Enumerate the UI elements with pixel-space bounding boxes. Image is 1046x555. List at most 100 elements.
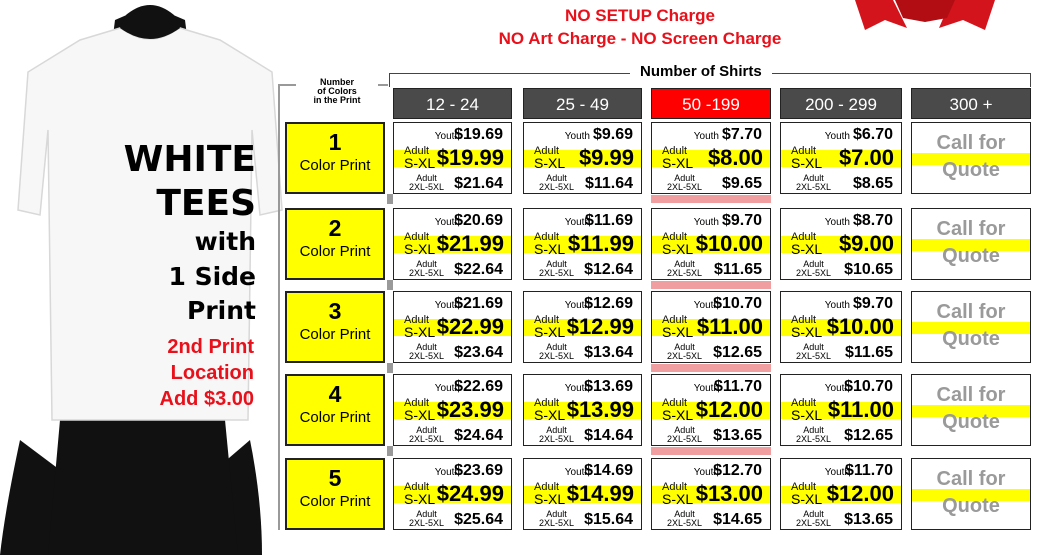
plus-size-range-label: 2XL-5XL (667, 268, 703, 278)
plus-size-range-label: 2XL-5XL (539, 268, 575, 278)
plus-size-price-row: Adult 2XL-5XL $11.65 (781, 342, 901, 362)
plus-size-range-label: 2XL-5XL (409, 351, 445, 361)
quote-text: Quote (942, 245, 1000, 267)
plus-size-range-label: 2XL-5XL (796, 268, 832, 278)
plus-size-label: Adult 2XL-5XL (667, 426, 702, 444)
plus-size-price-row: Adult 2XL-5XL $12.65 (781, 425, 901, 445)
youth-label: Youth (824, 383, 850, 394)
plus-size-range-label: 2XL-5XL (539, 182, 575, 192)
adult-sxl-price: $13.99 (566, 397, 634, 422)
plus-size-label: Adult 2XL-5XL (796, 260, 831, 278)
adult-2xl-5xl-price: $8.65 (852, 175, 893, 192)
sxl-label: S-XL (534, 241, 566, 257)
youth-price-row: Youth $9.70 (652, 212, 770, 229)
corner-label-line1: Number (319, 77, 354, 87)
adult-highlight-bar (524, 402, 641, 419)
plus-size-range-label: 2XL-5XL (409, 182, 445, 192)
number-of-shirts-title: Number of Shirts (630, 63, 772, 80)
sxl-label: S-XL (534, 407, 566, 423)
adult-highlight-bar (524, 150, 641, 167)
youth-price-row: Youth $10.70 (652, 295, 770, 312)
youth-price-row: Youth $6.70 (781, 126, 901, 143)
price-cell: Youth $9.70 Adult S-XL $10.00 Adult 2XL-5XL $11… (780, 291, 902, 363)
youth-price: $14.69 (584, 462, 633, 479)
adult-price-row: Adult S-XL $23.99 (394, 395, 511, 425)
sxl-label: S-XL (404, 324, 436, 340)
color-print-label: Color Print (299, 409, 371, 426)
plus-size-price-row: Adult 2XL-5XL $14.65 (652, 509, 770, 529)
youth-price: $7.70 (721, 126, 762, 143)
quote-highlight-bar (912, 153, 1030, 165)
adult-sxl-price: $23.99 (436, 397, 504, 422)
plus-size-adult-label: Adult (546, 509, 567, 519)
color-count-label: 2 Color Print (285, 208, 385, 280)
row-divider (387, 194, 393, 204)
call-for-quote-cell: Call for Quote (911, 374, 1031, 446)
color-print-label: Color Print (299, 493, 371, 510)
plus-size-price-row: Adult 2XL-5XL $13.65 (781, 509, 901, 529)
plus-size-price-row: Adult 2XL-5XL $24.64 (394, 425, 511, 445)
adult-highlight-bar (781, 402, 901, 419)
price-cell: Youth $9.70 Adult S-XL $10.00 Adult 2XL-5XL $11… (651, 208, 771, 280)
plus-size-adult-label: Adult (416, 425, 437, 435)
youth-price: $11.69 (584, 212, 633, 229)
plus-size-price-row: Adult 2XL-5XL $9.65 (652, 173, 770, 193)
adult-price-row: Adult S-XL $21.99 (394, 229, 511, 259)
shirt-title-print: Print (187, 296, 256, 325)
adult-sxl-price: $21.99 (436, 231, 504, 256)
plus-size-adult-label: Adult (674, 425, 695, 435)
price-cell: Youth $10.70 Adult S-XL $11.00 Adult 2XL-5XL $1… (780, 374, 902, 446)
adult-price-row: Adult S-XL $7.00 (781, 143, 901, 173)
adult-sxl-price: $10.00 (826, 314, 894, 339)
plus-size-label: Adult 2XL-5XL (796, 343, 831, 361)
youth-label: Youth (693, 383, 719, 394)
adult-price-row: Adult S-XL $13.99 (524, 395, 641, 425)
adult-price-row: Adult S-XL $12.99 (524, 312, 641, 342)
plus-size-price-row: Adult 2XL-5XL $21.64 (394, 173, 511, 193)
plus-size-price-row: Adult 2XL-5XL $12.65 (652, 342, 770, 362)
plus-size-label: Adult 2XL-5XL (796, 510, 831, 528)
youth-label: Youth (824, 300, 850, 311)
price-cell: Youth $12.69 Adult S-XL $12.99 Adult 2XL-5XL $1… (523, 291, 642, 363)
call-for-text: Call for (936, 301, 1006, 323)
youth-label: Youth (434, 217, 460, 228)
adult-2xl-5xl-price: $14.64 (584, 427, 633, 444)
youth-price: $20.69 (454, 212, 503, 229)
youth-price-row: Youth $12.70 (652, 462, 770, 479)
youth-price: $12.70 (713, 462, 762, 479)
youth-price-row: Youth $9.69 (524, 126, 641, 143)
youth-price-row: Youth $11.70 (652, 378, 770, 395)
adult-label: Adult (404, 397, 430, 409)
adult-highlight-bar (524, 319, 641, 336)
adult-sxl-price: $19.99 (436, 145, 504, 170)
quote-text: Quote (942, 328, 1000, 350)
quote-highlight-bar (912, 489, 1030, 501)
sxl-label: S-XL (791, 491, 823, 507)
plus-size-adult-label: Adult (674, 259, 695, 269)
sxl-label: S-XL (662, 491, 694, 507)
color-print-label: Color Print (299, 243, 371, 260)
adult-sxl-price: $8.00 (707, 145, 763, 170)
corner-label: Number of Colors in the Print (296, 78, 378, 105)
adult-label: Adult (534, 397, 560, 409)
youth-price: $10.70 (713, 295, 762, 312)
price-cell: Youth $22.69 Adult S-XL $23.99 Adult 2XL-5XL $2… (393, 374, 512, 446)
red-ribbon-graphic (855, 0, 995, 30)
youth-label: Youth (824, 131, 850, 142)
plus-size-adult-label: Adult (416, 173, 437, 183)
highlight-column-divider (651, 364, 771, 372)
quote-highlight-bar (912, 322, 1030, 334)
plus-size-range-label: 2XL-5XL (539, 434, 575, 444)
plus-size-adult-label: Adult (416, 342, 437, 352)
adult-sxl-price: $12.00 (826, 481, 894, 506)
adult-sxl-price: $9.00 (838, 231, 894, 256)
quote-text: Quote (942, 495, 1000, 517)
sxl-label: S-XL (404, 491, 436, 507)
adult-label: Adult (662, 397, 688, 409)
price-cell: Youth $11.70 Adult S-XL $12.00 Adult 2XL-5XL $1… (780, 458, 902, 530)
price-cell: Youth $11.70 Adult S-XL $12.00 Adult 2XL-5XL $1… (651, 374, 771, 446)
adult-price-row: Adult S-XL $12.00 (781, 479, 901, 509)
call-for-quote-cell: Call for Quote (911, 122, 1031, 194)
adult-label: Adult (791, 314, 817, 326)
plus-size-price-row: Adult 2XL-5XL $13.65 (652, 425, 770, 445)
